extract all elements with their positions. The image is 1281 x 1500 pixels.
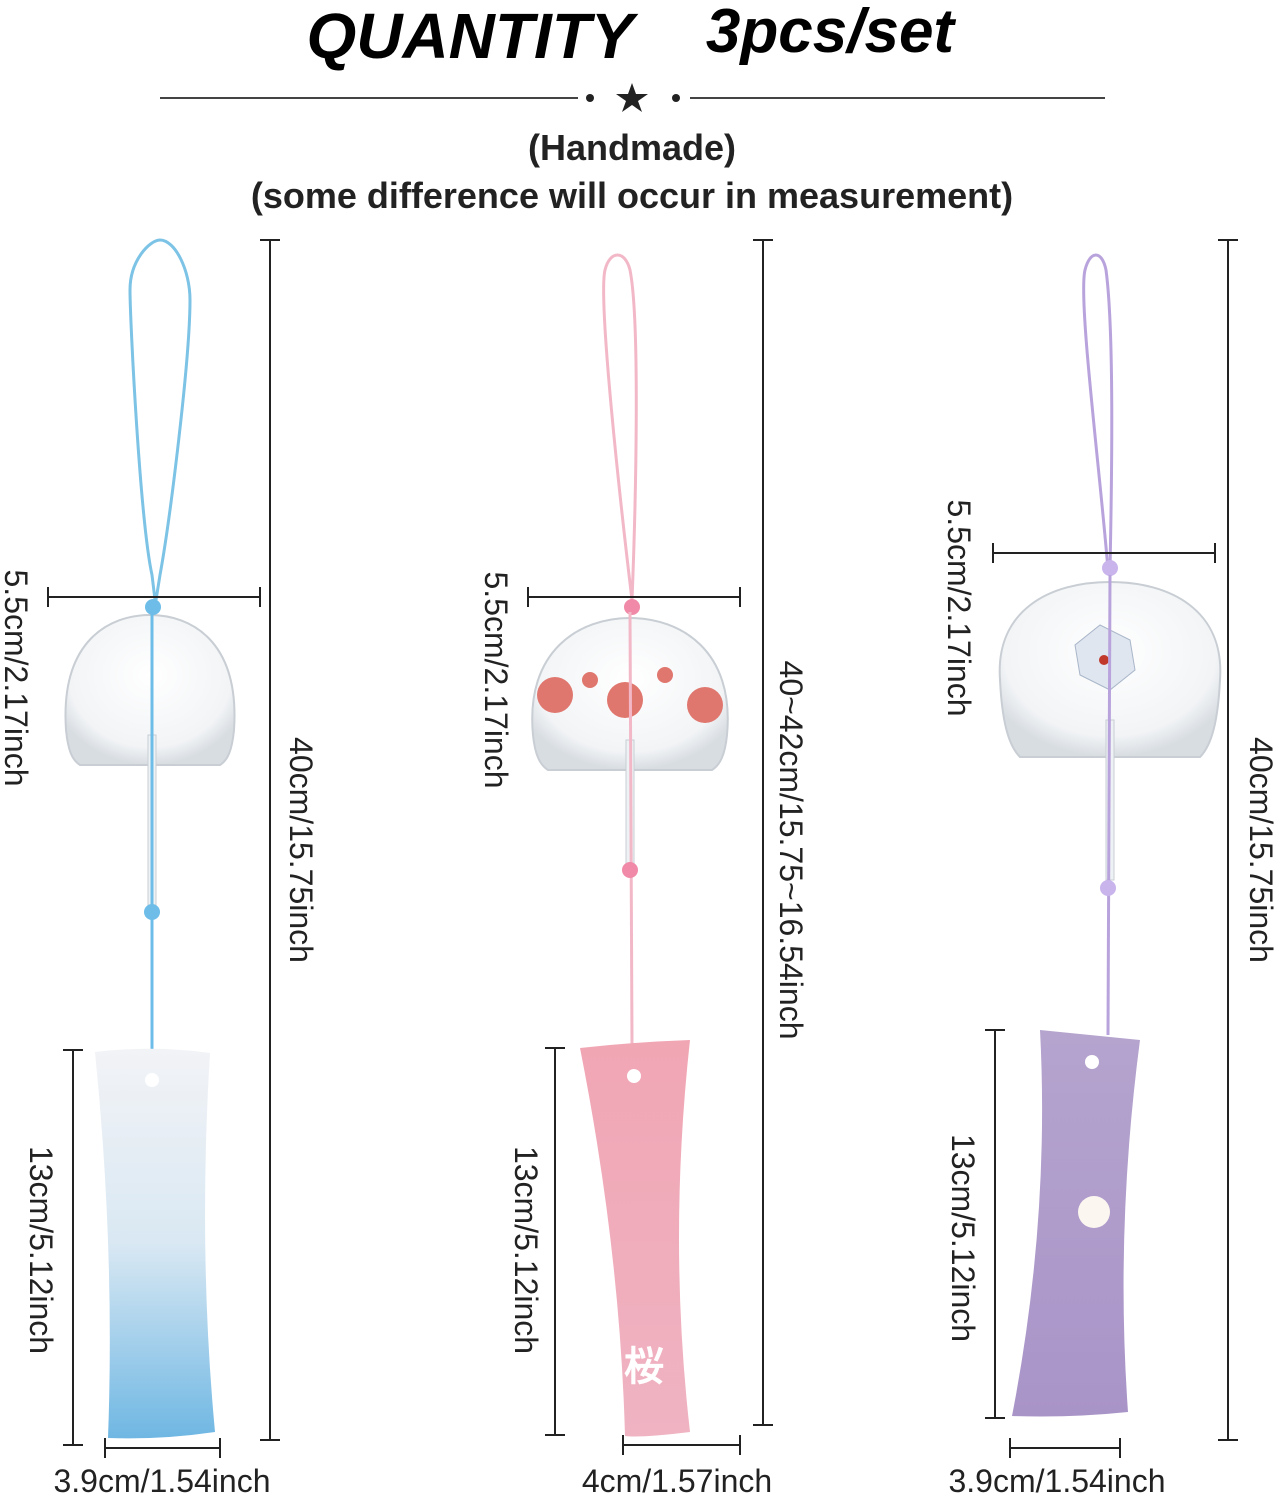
star xyxy=(586,94,594,102)
total-length: 40~42cm/15.75~16.54inch xyxy=(773,661,809,1040)
wind-chime: 5.5cm/2.17inch 40cm/15.75inch 13cm/5.12i… xyxy=(0,238,319,1499)
bell-width: 5.5cm/2.17inch xyxy=(941,499,977,716)
star xyxy=(672,94,680,102)
string xyxy=(602,253,638,601)
tag xyxy=(1012,1030,1140,1417)
total-length: 40cm/15.75inch xyxy=(283,737,319,963)
string xyxy=(628,611,634,1046)
tag-text: 桜 xyxy=(624,1345,664,1389)
bell-width: 5.5cm/2.17inch xyxy=(0,569,34,786)
note: (Handmade) xyxy=(528,127,736,168)
tag xyxy=(580,1040,690,1437)
string xyxy=(1082,253,1114,571)
note: (some difference will occur in measureme… xyxy=(251,175,1013,216)
string xyxy=(128,238,192,601)
bead xyxy=(1102,560,1118,576)
header: QUANTITY 3pcs/set (Handmade) (some diffe… xyxy=(160,0,1105,216)
tag-length: 13cm/5.12inch xyxy=(23,1146,59,1354)
bead xyxy=(624,599,640,615)
bead xyxy=(1100,880,1116,896)
wind-chime: 桜 5.5cm/2.17inch 40~42cm/15.75~16.54inch… xyxy=(478,239,809,1499)
bead xyxy=(145,599,161,615)
tag-width: 3.9cm/1.54inch xyxy=(948,1463,1165,1499)
tag xyxy=(95,1048,215,1439)
tag-width: 4cm/1.57inch xyxy=(582,1463,772,1499)
bead xyxy=(622,862,638,878)
tag-width: 3.9cm/1.54inch xyxy=(53,1463,270,1499)
tag-hole xyxy=(627,1069,641,1083)
title: QUANTITY xyxy=(306,0,638,72)
tag-hole xyxy=(1085,1055,1099,1069)
quantity: 3pcs/set xyxy=(706,0,957,66)
wind-chime: 5.5cm/2.17inch 40cm/15.75inch 13cm/5.12i… xyxy=(941,239,1279,1499)
blossom xyxy=(1078,1196,1110,1228)
string xyxy=(1106,574,1112,1036)
blossom-center xyxy=(1099,655,1109,665)
star xyxy=(616,83,648,112)
blossoms xyxy=(537,667,723,723)
tag-length: 13cm/5.12inch xyxy=(945,1134,981,1342)
bell-width: 5.5cm/2.17inch xyxy=(478,571,514,788)
bell xyxy=(64,613,236,766)
tag-length: 13cm/5.12inch xyxy=(508,1146,544,1354)
total-length: 40cm/15.75inch xyxy=(1243,737,1279,963)
bead xyxy=(144,904,160,920)
tag-hole xyxy=(145,1073,159,1087)
